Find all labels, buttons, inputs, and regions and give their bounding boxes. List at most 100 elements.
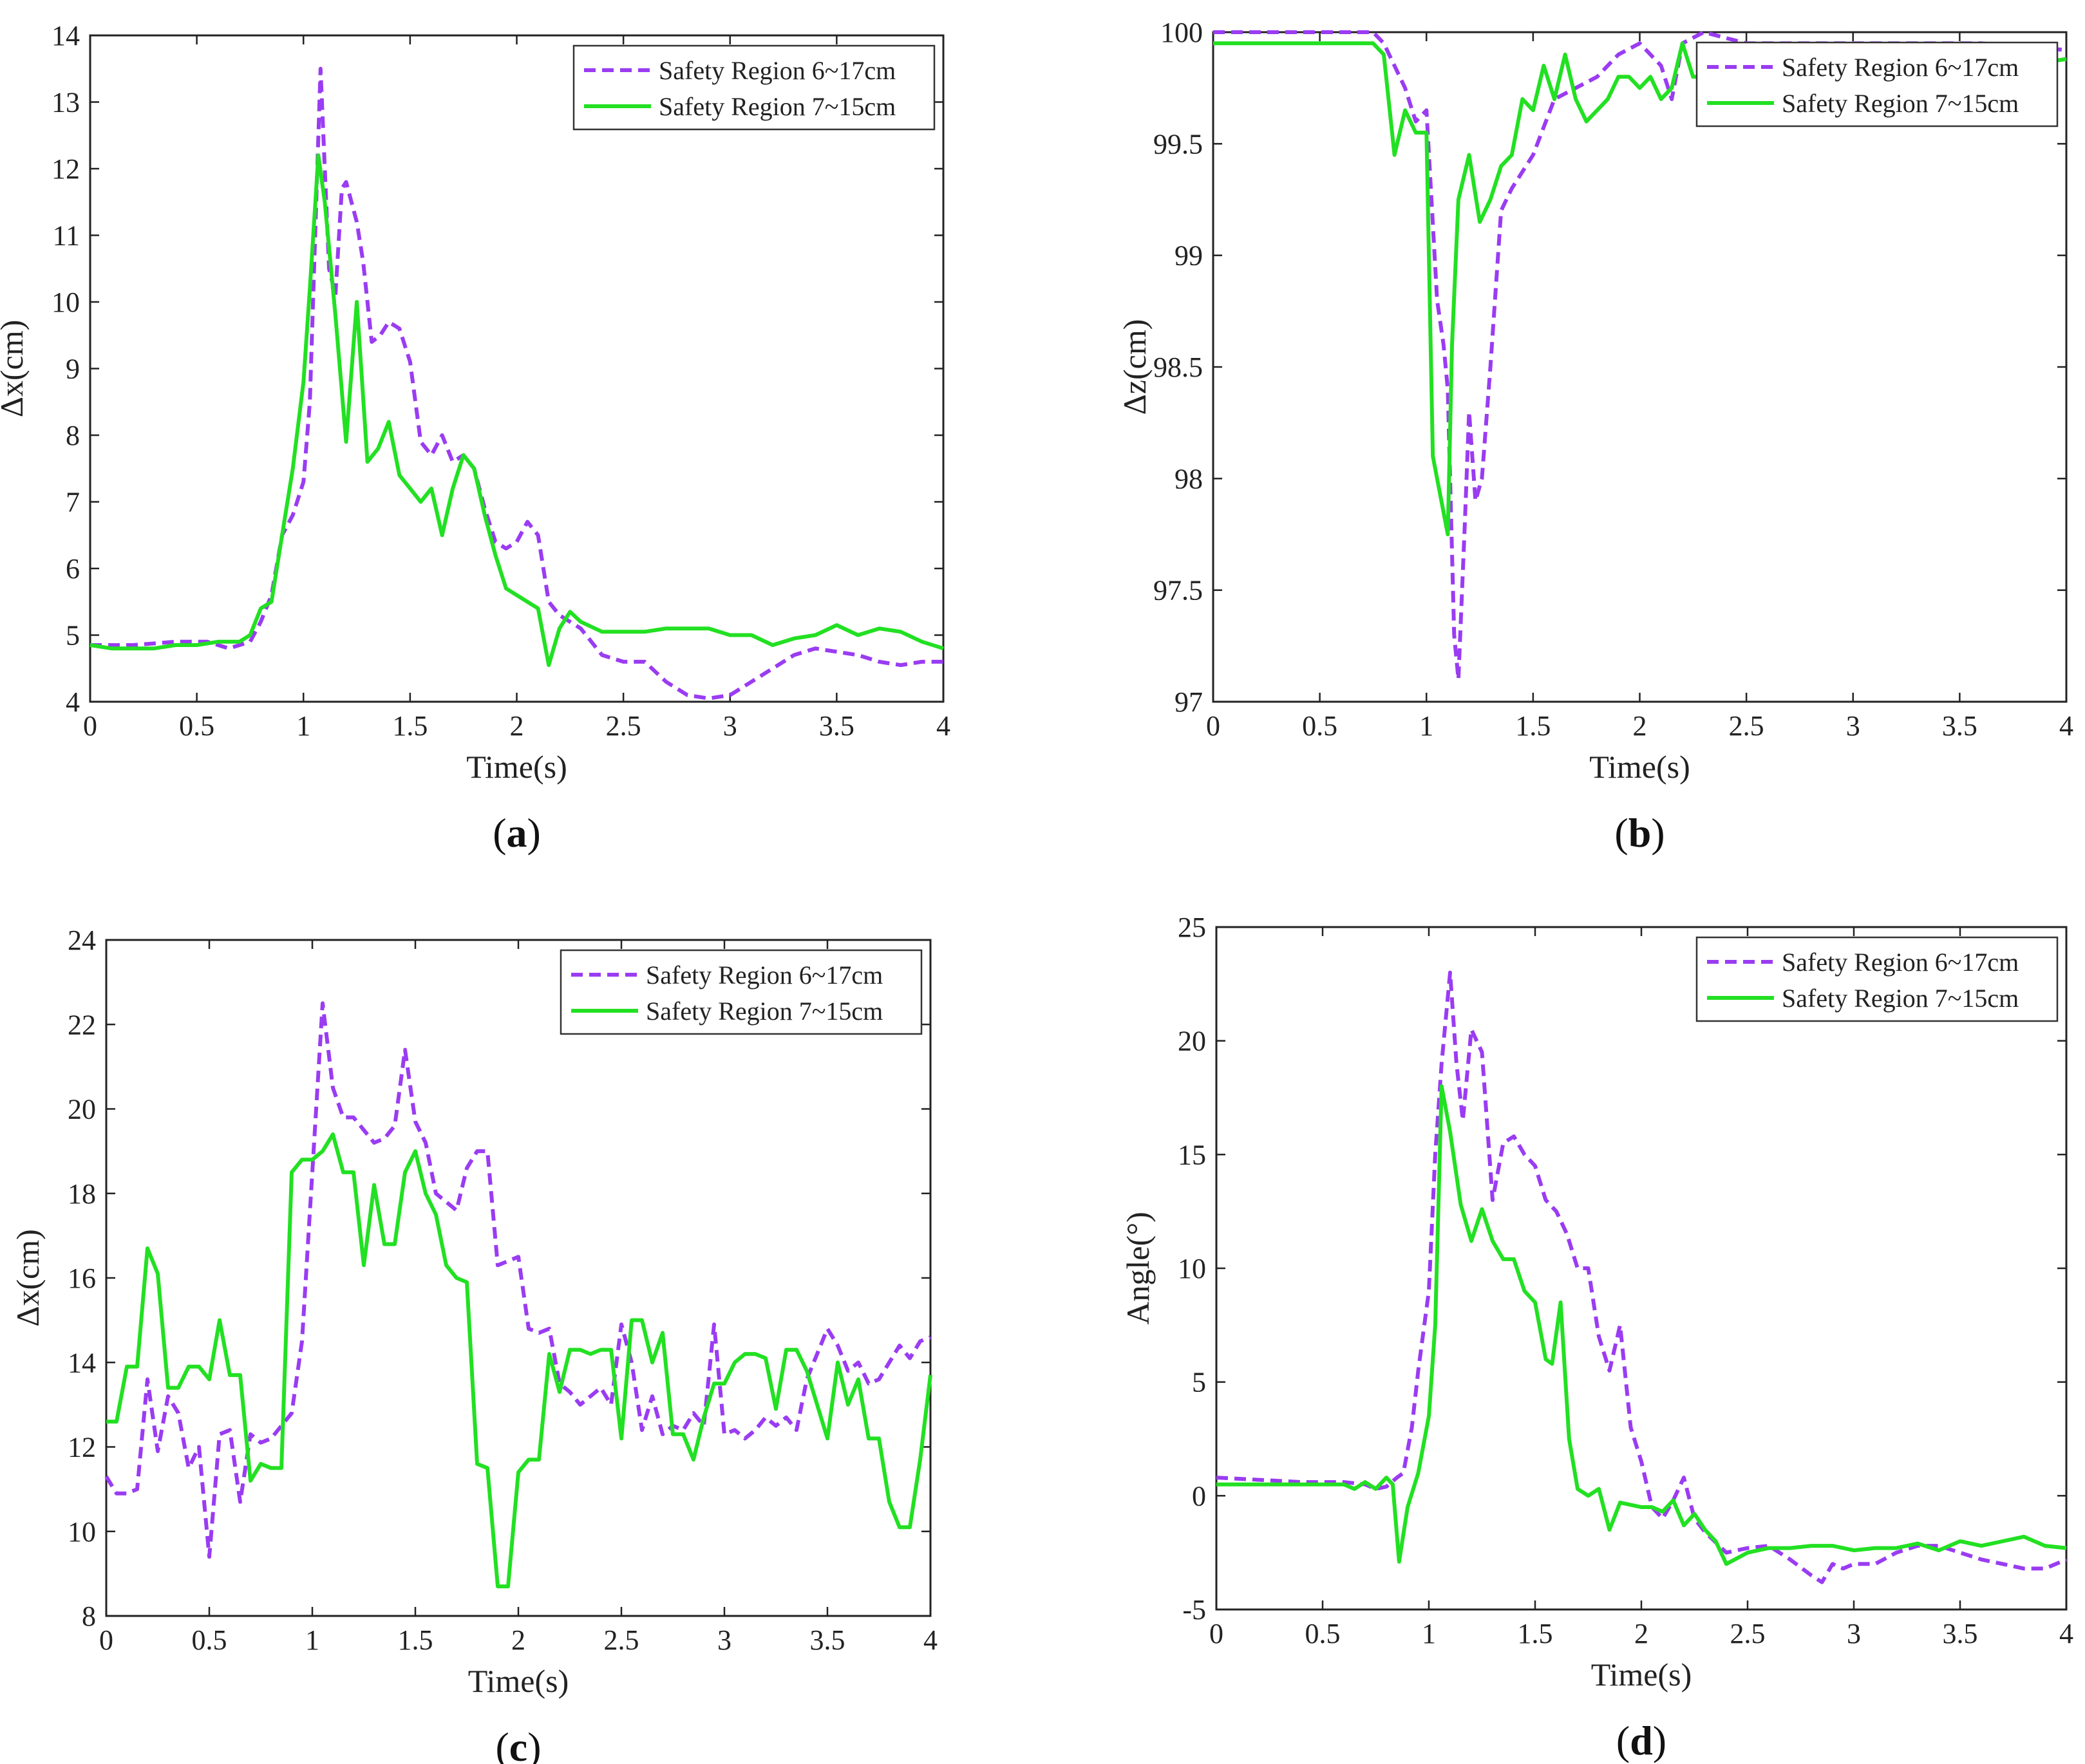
chart-svg: 0 0.5 1 1.5 2 2.5 3 3.5 4 97 97.5 98 98.5 99 99.5 100 Ti… xyxy=(1117,17,2073,856)
x-tick-label: 1 xyxy=(1419,710,1433,742)
legend-label: Safety Region 6~17cm xyxy=(1782,948,2019,977)
x-axis-label: Time(s) xyxy=(1589,749,1690,785)
y-tick-label: 14 xyxy=(52,20,80,52)
y-tick-label: 7 xyxy=(66,487,80,518)
y-tick-label: 9 xyxy=(66,353,80,385)
x-tick-label: 1 xyxy=(296,710,310,742)
x-tick-label: 1.5 xyxy=(1515,710,1551,742)
legend-label: Safety Region 6~17cm xyxy=(646,961,883,990)
x-tick-label: 2.5 xyxy=(606,710,641,742)
legend-label: Safety Region 6~17cm xyxy=(659,56,896,85)
panel-b: 0 0.5 1 1.5 2 2.5 3 3.5 4 97 97.5 98 98.5 99 99.5 100 Ti… xyxy=(1042,0,2085,882)
panel-a: 0 0.5 1 1.5 2 2.5 3 3.5 4 4 5 6 7 8 9 10 11 12 13 14 Time(s)… xyxy=(0,0,1042,882)
y-axis-label: Δx(cm) xyxy=(0,320,30,418)
subfigure-caption: (a) xyxy=(493,810,541,856)
chart-svg: 0 0.5 1 1.5 2 2.5 3 3.5 4-50510152025Time(s)Angl… xyxy=(1120,912,2073,1763)
series-line-7-15cm xyxy=(1216,1084,2067,1566)
y-tick-label: 10 xyxy=(52,286,80,318)
subfigure-caption: (b) xyxy=(1614,810,1665,856)
x-tick-label: 3.5 xyxy=(1943,1618,1978,1649)
x-tick-label: 0 xyxy=(1209,1618,1223,1649)
subfigure-caption: (c) xyxy=(495,1724,541,1764)
plot-area xyxy=(1212,31,2068,703)
y-tick-label: 15 xyxy=(1178,1139,1206,1170)
subfigure-caption: (d) xyxy=(1616,1718,1666,1763)
legend-box xyxy=(1695,936,2059,1022)
x-tick-label: 3.5 xyxy=(810,1624,845,1656)
x-tick-label: 2.5 xyxy=(604,1624,639,1656)
x-tick-label: 4 xyxy=(2059,710,2073,742)
x-tick-label: 0 xyxy=(83,710,97,742)
x-tick-label: 0 xyxy=(99,1624,113,1656)
y-tick-label: 16 xyxy=(68,1262,96,1294)
x-tick-label: 0.5 xyxy=(179,710,214,742)
x-tick-label: 3 xyxy=(717,1624,731,1656)
y-tick-label: 4 xyxy=(66,686,80,718)
y-tick-label: 24 xyxy=(68,924,96,956)
series-line-6-17cm xyxy=(1213,30,2067,682)
y-tick-label: 0 xyxy=(1192,1480,1206,1512)
x-tick-label: 4 xyxy=(936,710,950,742)
panel-c: 0 0.5 1 1.5 2 2.5 3 3.5 4 8 10 12 14 16 18 20 22 24 Time(s… xyxy=(0,882,1042,1764)
series-line-6-17cm xyxy=(104,1001,932,1559)
x-axis-label: Time(s) xyxy=(1591,1656,1692,1693)
x-tick-label: 2 xyxy=(1634,1618,1648,1649)
x-tick-label: 3 xyxy=(723,710,737,742)
series-line-6-17cm xyxy=(1216,970,2068,1584)
chart-svg: 0 0.5 1 1.5 2 2.5 3 3.5 4 4 5 6 7 8 9 10 11 12 13 14 Time(s)… xyxy=(0,20,950,856)
x-tick-label: 2 xyxy=(510,710,524,742)
y-tick-label: 5 xyxy=(66,620,80,652)
y-tick-label: 14 xyxy=(68,1347,96,1378)
x-tick-label: 1 xyxy=(1422,1618,1436,1649)
plot-area xyxy=(1215,926,2068,1611)
y-tick-label: 98.5 xyxy=(1153,352,1203,383)
y-tick-label: 11 xyxy=(53,220,80,252)
y-tick-label: 99.5 xyxy=(1153,128,1203,160)
x-tick-label: 1.5 xyxy=(398,1624,433,1656)
y-tick-label: 97.5 xyxy=(1153,575,1203,606)
y-tick-label: 12 xyxy=(52,153,80,185)
y-tick-label: 18 xyxy=(68,1178,96,1210)
x-tick-label: 2 xyxy=(1633,710,1647,742)
legend-label: Safety Region 6~17cm xyxy=(1782,53,2019,82)
y-tick-label: 98 xyxy=(1175,463,1203,494)
y-tick-label: 97 xyxy=(1175,686,1203,718)
x-tick-label: 4 xyxy=(2059,1618,2073,1649)
x-tick-label: 0.5 xyxy=(192,1624,227,1656)
x-tick-label: 0.5 xyxy=(1305,1618,1341,1649)
y-tick-label: 12 xyxy=(68,1432,96,1463)
y-axis-label: Angle(°) xyxy=(1120,1212,1156,1325)
y-axis-label: Δx(cm) xyxy=(10,1229,46,1327)
y-tick-label: -5 xyxy=(1182,1594,1206,1626)
legend-box xyxy=(1695,41,2059,127)
chart-svg: 0 0.5 1 1.5 2 2.5 3 3.5 4 8 10 12 14 16 18 20 22 24 Time(s… xyxy=(10,924,938,1764)
x-tick-label: 1.5 xyxy=(392,710,428,742)
series-line-7-15cm xyxy=(106,1132,932,1589)
x-tick-label: 3.5 xyxy=(1942,710,1977,742)
x-tick-label: 1 xyxy=(305,1624,319,1656)
y-tick-label: 5 xyxy=(1192,1367,1206,1398)
plot-area xyxy=(105,939,932,1617)
x-tick-label: 3 xyxy=(1847,1618,1861,1649)
y-tick-label: 100 xyxy=(1160,17,1203,48)
panel-d: 0 0.5 1 1.5 2 2.5 3 3.5 4 -5 0 5 10 15 20 25 Time(s) Angl… xyxy=(1042,882,2085,1764)
x-tick-label: 3 xyxy=(1846,710,1860,742)
plot-area xyxy=(89,34,945,703)
y-tick-label: 13 xyxy=(52,87,80,118)
y-tick-label: 6 xyxy=(66,553,80,585)
x-tick-label: 2.5 xyxy=(1729,710,1764,742)
legend-box xyxy=(572,44,936,131)
y-tick-label: 10 xyxy=(68,1516,96,1548)
x-tick-label: 2 xyxy=(511,1624,525,1656)
x-tick-label: 2.5 xyxy=(1730,1618,1766,1649)
legend-label: Safety Region 7~15cm xyxy=(1782,984,2019,1013)
y-tick-label: 10 xyxy=(1178,1253,1206,1284)
series-line-7-15cm xyxy=(90,153,944,668)
x-tick-label: 0 xyxy=(1206,710,1220,742)
y-tick-label: 25 xyxy=(1178,912,1206,943)
y-tick-label: 8 xyxy=(66,420,80,451)
x-axis-label: Time(s) xyxy=(466,749,567,785)
y-tick-label: 99 xyxy=(1175,240,1203,272)
y-tick-label: 20 xyxy=(68,1094,96,1125)
legend-label: Safety Region 7~15cm xyxy=(659,92,896,121)
